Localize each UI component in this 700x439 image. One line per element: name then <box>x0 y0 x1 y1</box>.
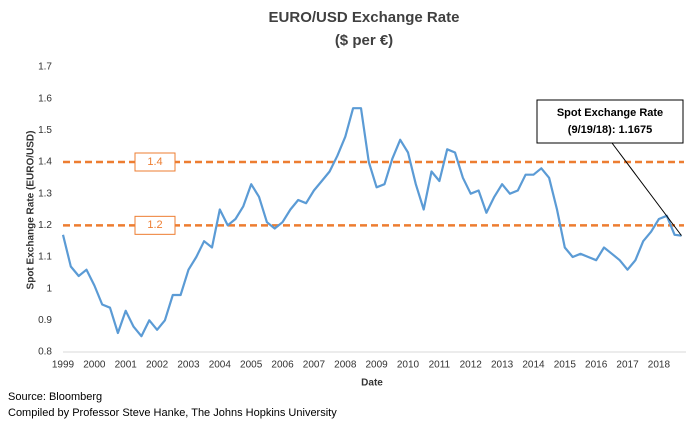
y-tick-label: 1.2 <box>38 220 52 231</box>
reference-label: 1.4 <box>147 156 162 168</box>
x-axis-label: Date <box>361 378 383 389</box>
reference-label-box <box>134 215 176 235</box>
y-tick-label: 1.6 <box>38 93 52 104</box>
x-tick-label: 2004 <box>209 360 232 371</box>
reference-label-box <box>134 152 176 172</box>
x-tick-label: 2017 <box>616 360 639 371</box>
source-line: Source: Bloomberg <box>8 391 102 403</box>
y-tick-label: 1.5 <box>38 125 52 136</box>
x-tick-label: 2001 <box>115 360 138 371</box>
x-tick-label: 2012 <box>460 360 483 371</box>
x-tick-label: 2009 <box>366 360 389 371</box>
line-series <box>61 107 682 338</box>
y-tick-label: 1.3 <box>38 188 52 199</box>
x-tick-label: 2007 <box>303 360 326 371</box>
x-tick-label: 2013 <box>491 360 514 371</box>
source-line: Compiled by Professor Steve Hanke, The J… <box>8 407 337 419</box>
y-tick-label: 0.9 <box>38 315 52 326</box>
y-tick-label: 1.4 <box>38 157 52 168</box>
annotation-text: (9/19/18): 1.1675 <box>568 124 652 136</box>
y-tick-label: 0.8 <box>38 347 52 358</box>
x-tick-label: 2008 <box>334 360 357 371</box>
y-tick-label: 1.1 <box>38 252 52 263</box>
x-tick-label: 2000 <box>83 360 106 371</box>
y-axis-label: Spot Exchange Rate (EURO/USD) <box>26 131 37 290</box>
annotation-arrow <box>611 142 682 236</box>
y-tick-label: 1 <box>46 283 52 294</box>
reference-label: 1.2 <box>147 219 162 231</box>
chart-title: EURO/USD Exchange Rate <box>269 9 460 26</box>
chart-subtitle: ($ per €) <box>335 32 393 49</box>
x-tick-label: 2016 <box>585 360 608 371</box>
x-tick-label: 2018 <box>648 360 671 371</box>
x-tick-label: 2006 <box>271 360 294 371</box>
x-tick-label: 2011 <box>429 360 451 371</box>
y-tick-label: 1.7 <box>38 62 52 73</box>
x-tick-label: 1999 <box>52 360 75 371</box>
x-tick-label: 2002 <box>146 360 169 371</box>
x-tick-label: 2005 <box>240 360 263 371</box>
x-tick-label: 2015 <box>554 360 577 371</box>
x-tick-label: 2014 <box>522 360 545 371</box>
x-tick-label: 2003 <box>177 360 200 371</box>
annotation-box <box>536 99 684 144</box>
x-tick-label: 2010 <box>397 360 420 371</box>
annotation-text: Spot Exchange Rate <box>557 107 663 119</box>
